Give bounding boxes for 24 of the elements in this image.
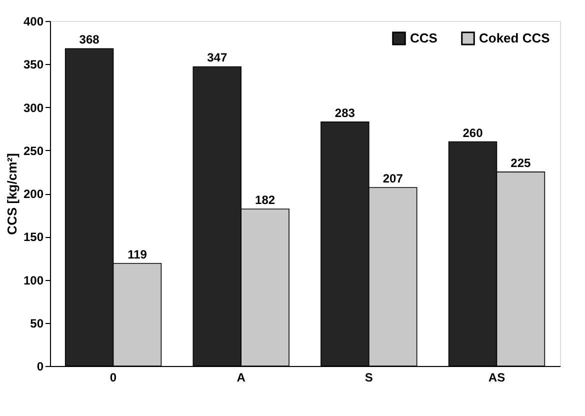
x-tick-label: A xyxy=(236,370,246,384)
y-tick-label: 250 xyxy=(23,144,44,158)
y-tick-label: 50 xyxy=(30,316,44,330)
data-label: 368 xyxy=(79,32,100,47)
x-tick-label: AS xyxy=(488,370,506,384)
data-label: 207 xyxy=(382,171,404,186)
y-tick-label: 200 xyxy=(23,187,44,201)
data-label: 260 xyxy=(462,126,484,140)
x-tick-label: 0 xyxy=(110,370,117,384)
data-label: 225 xyxy=(510,156,532,170)
data-label: 347 xyxy=(207,50,228,65)
data-label: 283 xyxy=(334,106,356,120)
y-tick-label: 100 xyxy=(23,273,44,288)
data-label: 119 xyxy=(128,247,148,262)
x-tick-label: S xyxy=(364,370,373,384)
y-axis-title: CCS [kg/cm²] xyxy=(4,153,20,235)
legend-label: Coked CCS xyxy=(479,30,550,46)
y-tick-label: 400 xyxy=(23,14,44,28)
y-tick-label: 150 xyxy=(23,230,44,244)
data-label: 182 xyxy=(255,193,276,208)
y-tick-label: 300 xyxy=(23,100,44,115)
y-tick-label: 0 xyxy=(36,360,44,374)
y-tick-label: 350 xyxy=(23,58,44,72)
legend-label: CCS xyxy=(410,30,438,46)
